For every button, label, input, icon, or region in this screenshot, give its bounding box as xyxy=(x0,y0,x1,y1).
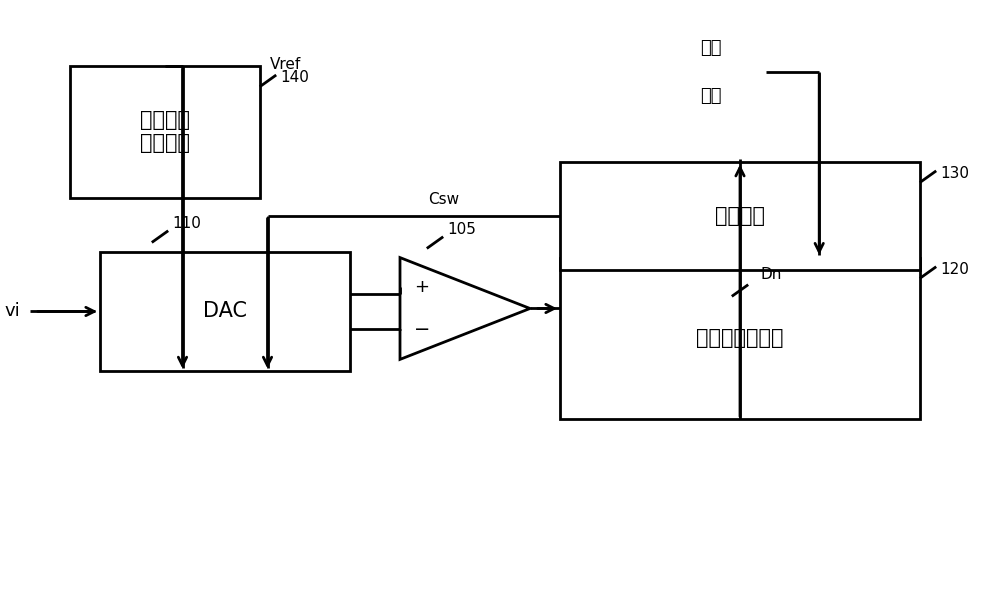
Text: Dn: Dn xyxy=(760,267,781,282)
Bar xyxy=(100,252,350,371)
Text: Csw: Csw xyxy=(428,192,459,207)
Bar xyxy=(560,258,920,419)
Text: +: + xyxy=(415,278,430,296)
Text: 110: 110 xyxy=(172,216,201,231)
Text: 130: 130 xyxy=(940,166,969,181)
Text: −: − xyxy=(414,320,430,340)
Bar xyxy=(560,162,920,270)
Bar xyxy=(70,66,260,198)
Polygon shape xyxy=(400,258,530,359)
Text: 120: 120 xyxy=(940,262,969,277)
Text: Vref: Vref xyxy=(270,57,301,72)
Text: vi: vi xyxy=(4,302,20,320)
Text: 连续逆近缓存器: 连续逆近缓存器 xyxy=(696,328,784,349)
Text: DAC: DAC xyxy=(203,301,247,322)
Text: 105: 105 xyxy=(447,222,476,237)
Text: 信号: 信号 xyxy=(700,87,722,105)
Text: 参考电压
产生单元: 参考电压 产生单元 xyxy=(140,110,190,153)
Text: 控制电路: 控制电路 xyxy=(715,205,765,226)
Text: 140: 140 xyxy=(280,70,309,86)
Text: 时钟: 时钟 xyxy=(700,39,722,57)
